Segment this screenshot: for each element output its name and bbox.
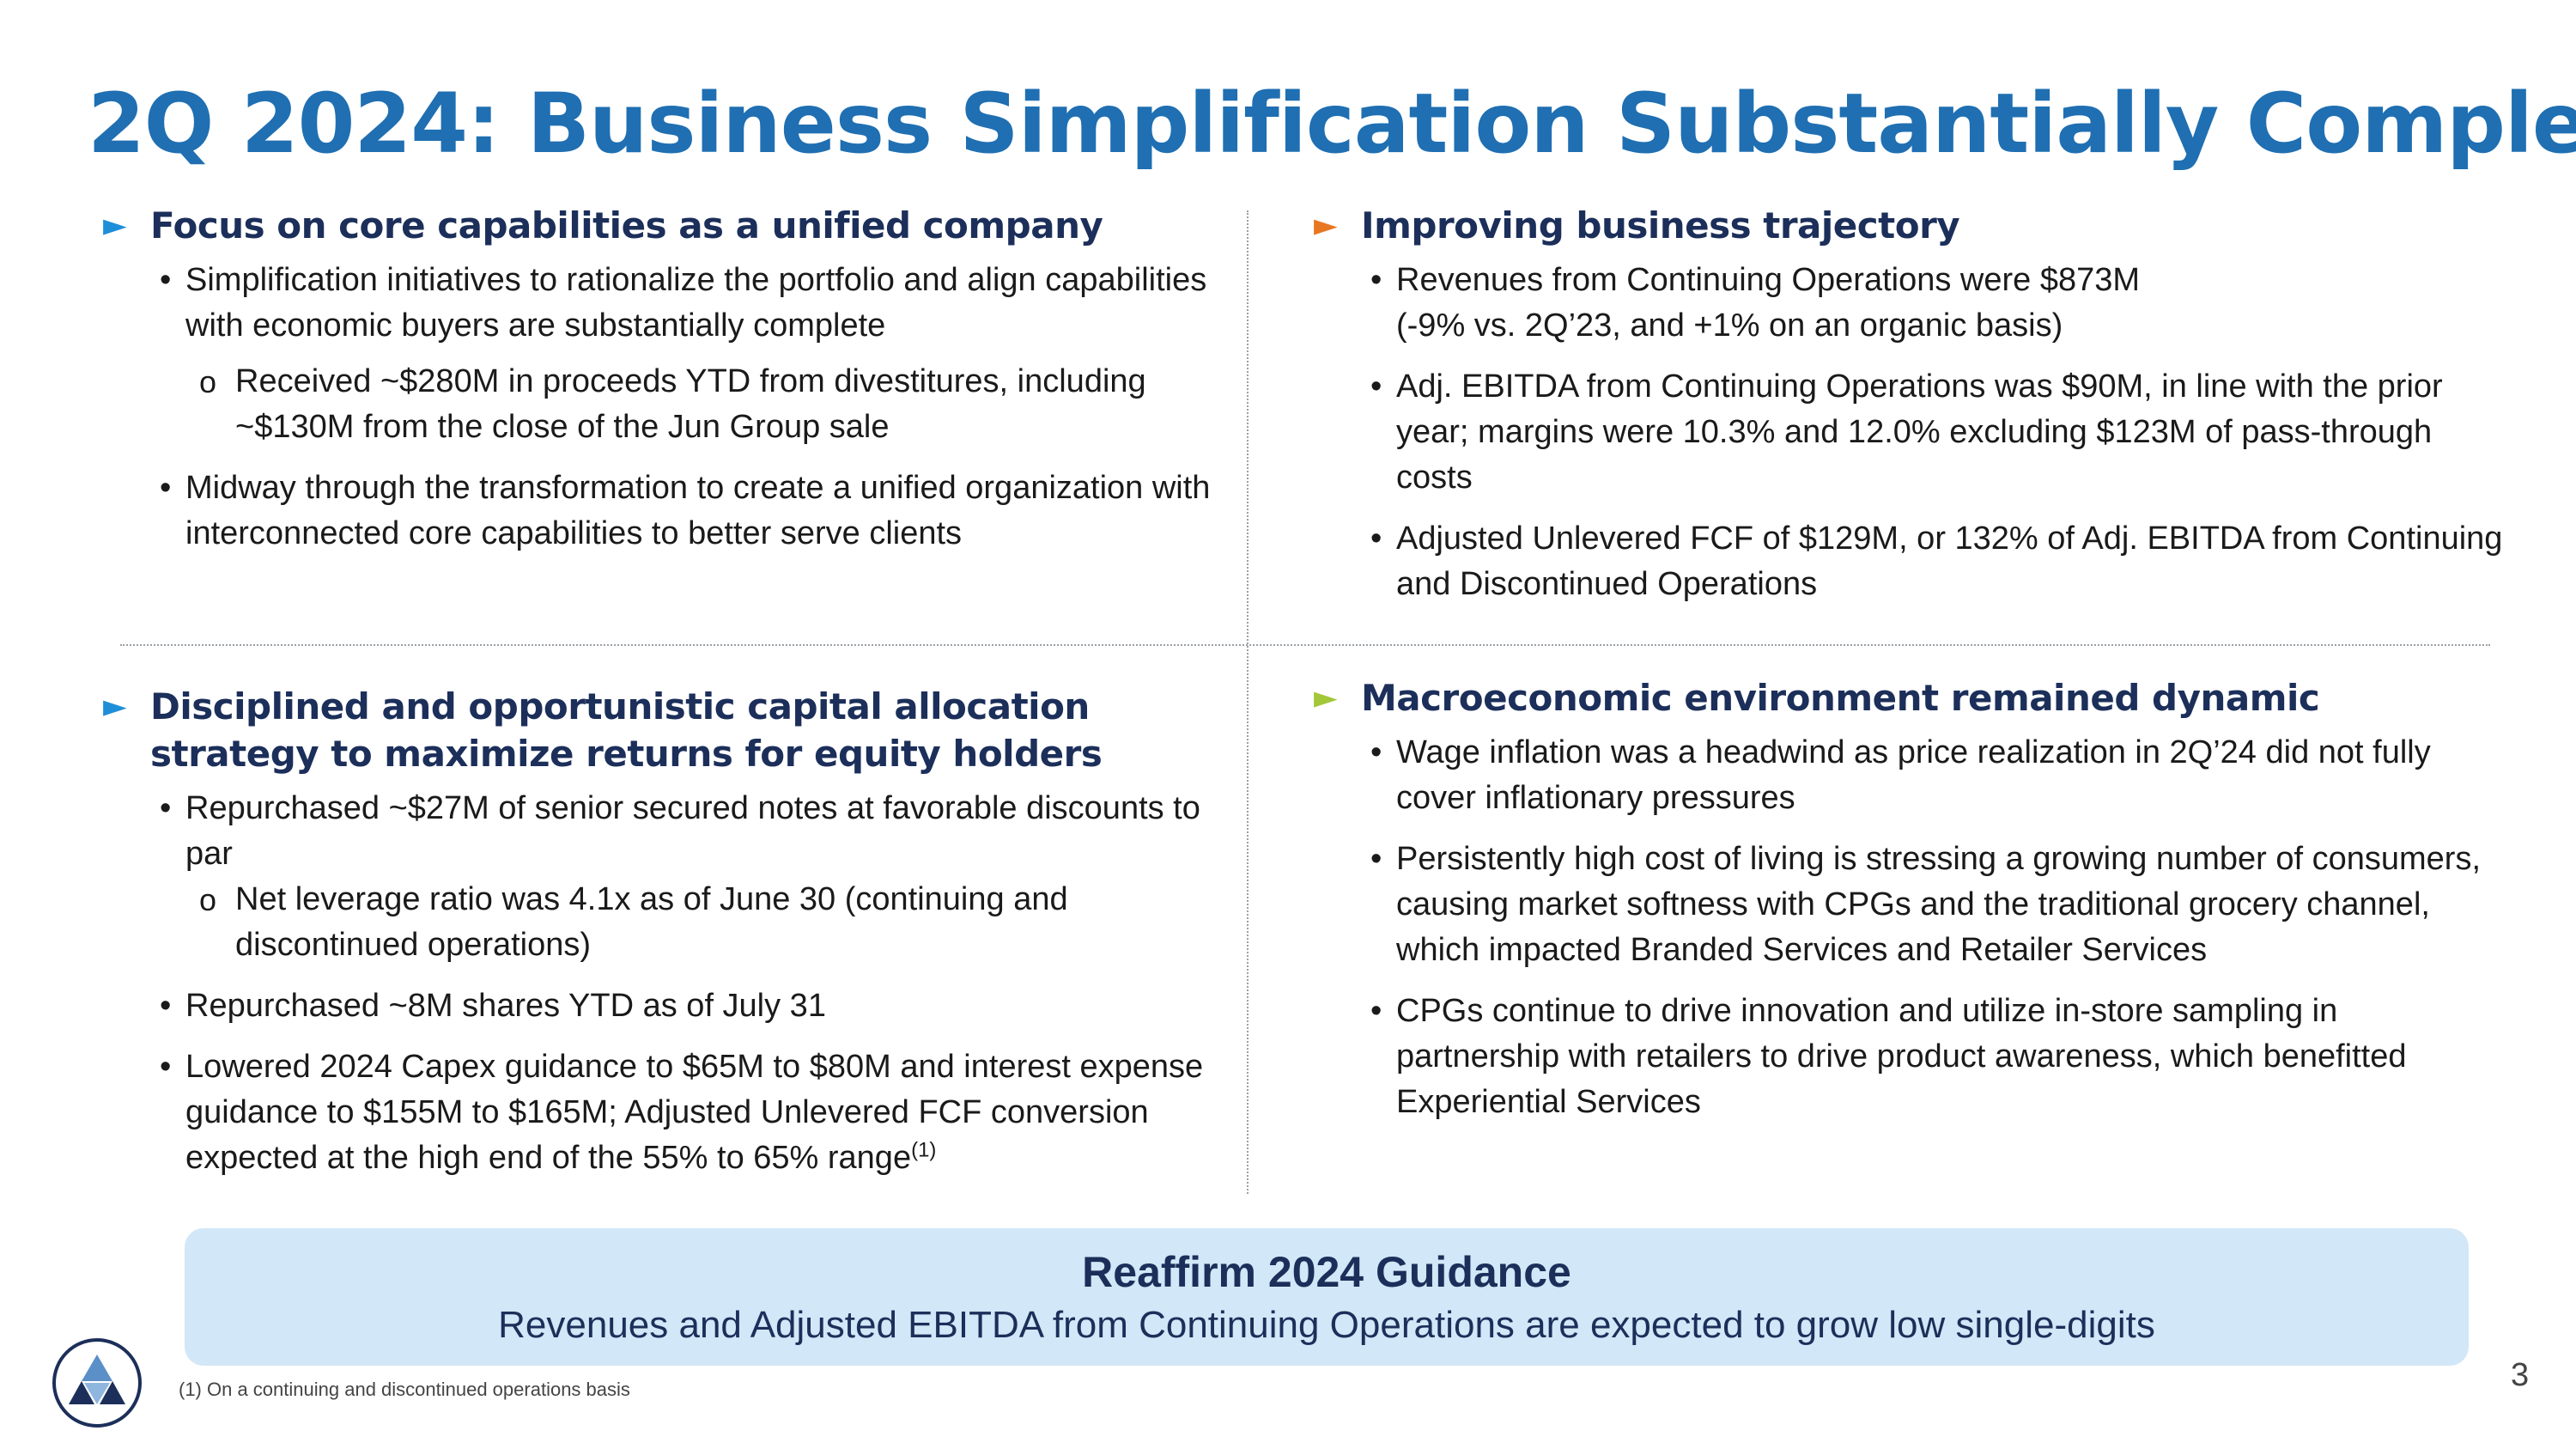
vertical-divider [1247, 210, 1249, 1194]
section-business-trajectory: ► Improving business trajectory • Revenu… [1305, 202, 2507, 623]
bullet-icon: • [1370, 262, 1382, 298]
section-macro-environment: ► Macroeconomic environment remained dyn… [1305, 674, 2507, 1141]
page-number: 3 [2511, 1357, 2530, 1393]
sub-bullet-item: o Received ~$280M in proceeds YTD from d… [199, 359, 1211, 450]
bullet-icon: • [160, 1049, 172, 1085]
bullet-icon: • [160, 470, 172, 506]
bullet-item: • Revenues from Continuing Operations we… [1370, 258, 2507, 349]
bullet-item: • Repurchased ~8M shares YTD as of July … [160, 983, 1211, 1029]
circle-bullet-icon: o [199, 364, 217, 399]
bullet-item: • Lowered 2024 Capex guidance to $65M to… [160, 1044, 1211, 1181]
bullet-icon: • [1370, 993, 1382, 1029]
bullet-item: • Adjusted Unlevered FCF of $129M, or 13… [1370, 516, 2507, 607]
triangle-logo-icon [52, 1338, 142, 1428]
bullet-item: • CPGs continue to drive innovation and … [1370, 989, 2507, 1125]
play-arrow-icon: ► [1314, 680, 1338, 715]
bullet-icon: • [1370, 841, 1382, 877]
section-heading: ► Focus on core capabilities as a unifie… [94, 202, 1211, 249]
bullet-icon: • [1370, 368, 1382, 405]
section-core-capabilities: ► Focus on core capabilities as a unifie… [94, 202, 1211, 572]
horizontal-divider [120, 644, 2490, 646]
footnote-marker: (1) [911, 1138, 937, 1162]
bullet-item: • Midway through the transformation to c… [160, 466, 1211, 557]
bullet-item: • Repurchased ~$27M of senior secured no… [160, 786, 1211, 968]
bullet-icon: • [1370, 734, 1382, 770]
guidance-title: Reaffirm 2024 Guidance [1082, 1248, 1571, 1296]
guidance-subtitle: Revenues and Adjusted EBITDA from Contin… [498, 1304, 2155, 1346]
sub-bullet-item: o Net leverage ratio was 4.1x as of June… [199, 877, 1211, 968]
page-title: 2Q 2024: Business Simplification Substan… [88, 76, 2576, 172]
bullet-item: • Adj. EBITDA from Continuing Operations… [1370, 364, 2507, 501]
bullet-icon: • [160, 790, 172, 826]
play-arrow-icon: ► [103, 208, 127, 243]
bullet-icon: • [160, 988, 172, 1024]
section-heading: ► Macroeconomic environment remained dyn… [1305, 674, 2507, 721]
bullet-icon: • [160, 262, 172, 298]
section-capital-allocation: ► Disciplined and opportunistic capital … [94, 683, 1211, 1196]
bullet-item: • Persistently high cost of living is st… [1370, 837, 2507, 973]
bullet-item: • Simplification initiatives to rational… [160, 258, 1211, 450]
footnote: (1) On a continuing and discontinued ope… [179, 1379, 630, 1400]
guidance-callout: Reaffirm 2024 Guidance Revenues and Adju… [185, 1228, 2469, 1366]
circle-bullet-icon: o [199, 882, 217, 917]
play-arrow-icon: ► [103, 689, 127, 724]
section-heading: ► Disciplined and opportunistic capital … [94, 683, 1211, 777]
bullet-item: • Wage inflation was a headwind as price… [1370, 730, 2507, 821]
section-heading: ► Improving business trajectory [1305, 202, 2507, 249]
bullet-icon: • [1370, 521, 1382, 557]
play-arrow-icon: ► [1314, 208, 1338, 243]
